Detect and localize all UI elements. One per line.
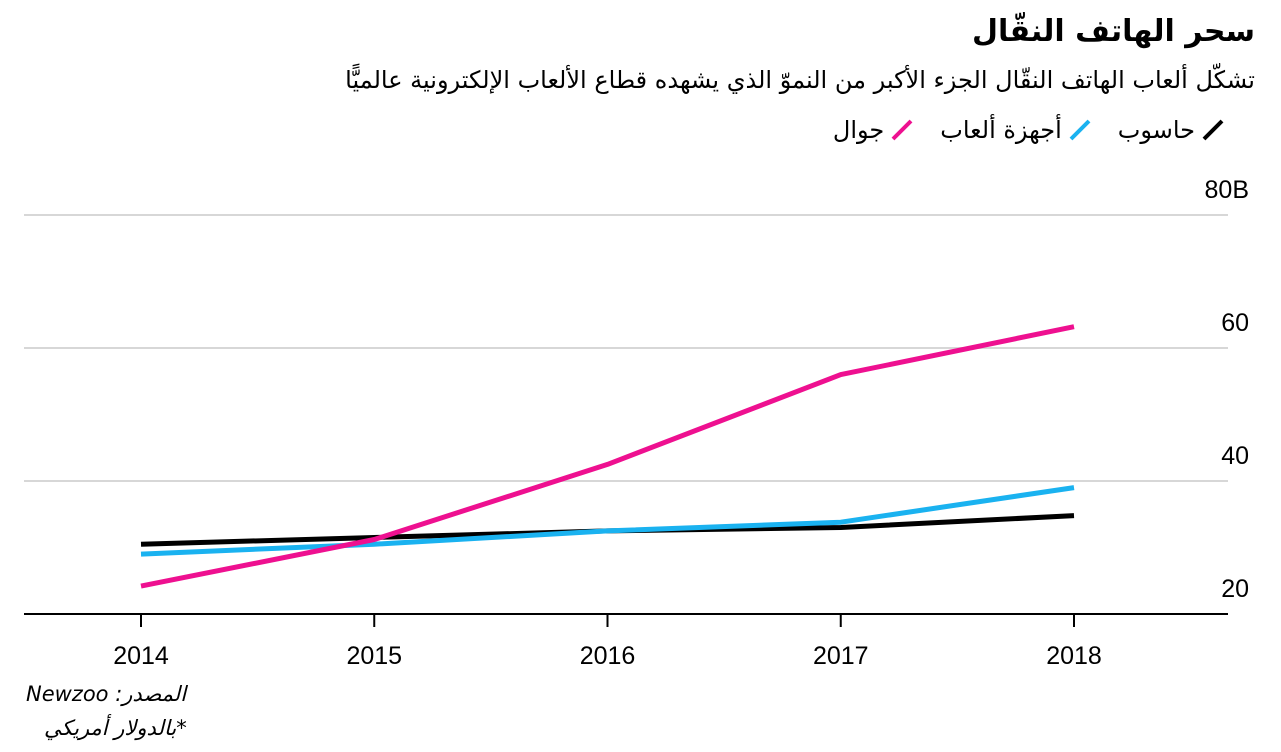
x-tick-label: 2017 <box>813 642 869 670</box>
y-tick-label: 40 <box>1221 442 1249 470</box>
legend-item-console: أجهزة ألعاب <box>940 116 1091 144</box>
chart-title: سحر الهاتف النقّال <box>972 14 1255 49</box>
x-tick-label: 2016 <box>580 642 636 670</box>
x-tick-label: 2018 <box>1046 642 1102 670</box>
legend-label-console: أجهزة ألعاب <box>940 116 1062 144</box>
legend-item-pc: حاسوب <box>1118 116 1225 144</box>
legend-label-pc: حاسوب <box>1117 116 1195 144</box>
legend-swatch-console <box>1069 119 1091 141</box>
chart-source: المصدر: Newzoo <box>26 682 187 706</box>
x-tick-label: 2014 <box>113 642 169 670</box>
legend-label-mobile: جوال <box>832 116 885 144</box>
series-line-2 <box>140 324 1075 589</box>
y-tick-label: 60 <box>1221 309 1249 337</box>
legend-swatch-pc <box>1202 119 1224 141</box>
chart-footnote: *بالدولار أمريكي <box>44 716 187 740</box>
y-tick-label: 80B <box>1205 176 1249 204</box>
series-line-1 <box>140 485 1075 557</box>
chart-subtitle: تشكّل ألعاب الهاتف النقّال الجزء الأكبر … <box>345 66 1255 94</box>
legend-item-mobile: جوال <box>833 116 914 144</box>
y-tick-label: 20 <box>1221 575 1249 603</box>
x-tick-label: 2015 <box>346 642 402 670</box>
legend-swatch-mobile <box>891 119 913 141</box>
chart-legend: حاسوب أجهزة ألعاب جوال <box>833 116 1225 144</box>
